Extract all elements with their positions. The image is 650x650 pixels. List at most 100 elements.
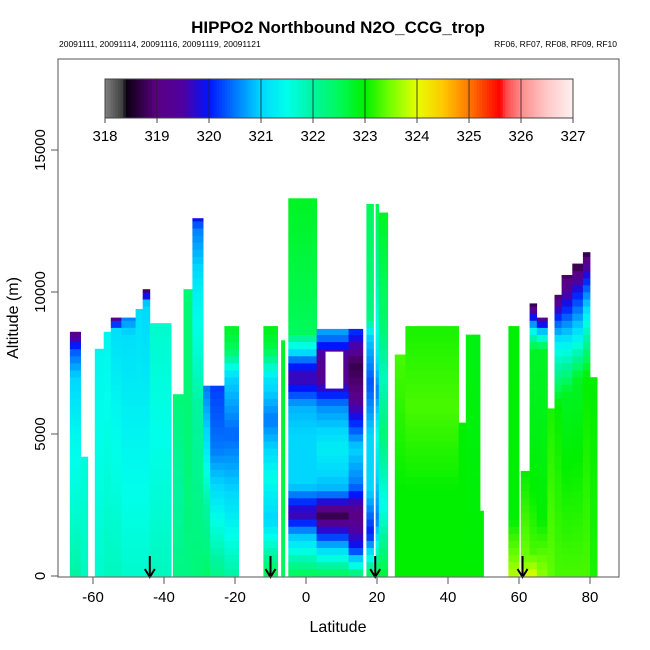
data-cell: [394, 505, 406, 513]
colorbar-swatch: [440, 79, 444, 118]
data-cell: [94, 412, 105, 421]
data-cell: [378, 505, 389, 513]
data-cell: [554, 384, 562, 392]
data-cell: [288, 505, 318, 513]
data-cell: [394, 540, 406, 548]
data-cell: [103, 412, 112, 421]
colorbar-tick-label: 326: [508, 128, 533, 145]
data-cell: [121, 497, 136, 506]
data-cell: [110, 547, 122, 556]
data-cell: [572, 469, 584, 477]
data-column: [465, 334, 481, 577]
data-cell: [366, 519, 374, 527]
colorbar-swatch: [341, 79, 345, 118]
colorbar-swatch: [245, 79, 249, 118]
data-cell: [69, 568, 81, 577]
colorbar-swatch: [448, 79, 452, 118]
data-cell: [582, 469, 591, 477]
data-cell: [561, 275, 573, 279]
data-cell: [103, 334, 112, 343]
data-cell: [508, 419, 520, 428]
data-cell: [288, 355, 318, 364]
data-cell: [183, 441, 193, 449]
data-cell: [582, 419, 591, 428]
data-column: [80, 456, 89, 577]
data-cell: [288, 221, 318, 229]
data-cell: [405, 540, 459, 548]
data-cell: [366, 547, 374, 556]
data-cell: [316, 405, 349, 414]
data-cell: [561, 348, 573, 357]
data-cell: [149, 455, 172, 463]
colorbar-swatch: [398, 79, 402, 118]
colorbar-swatch: [185, 79, 189, 118]
data-cell: [375, 561, 380, 570]
data-cell: [394, 547, 406, 556]
data-cell: [366, 398, 374, 406]
data-cell: [149, 547, 172, 556]
data-cell: [210, 419, 225, 428]
colorbar-swatch: [183, 79, 187, 118]
data-cell: [366, 533, 374, 541]
data-cell: [405, 561, 459, 570]
colorbar-swatch: [370, 79, 374, 118]
data-cell: [394, 497, 406, 506]
data-cell: [121, 327, 136, 335]
data-cell: [458, 441, 467, 449]
data-column: [366, 204, 374, 577]
colorbar-swatch: [463, 79, 467, 118]
data-cell: [149, 355, 172, 364]
data-cell: [582, 348, 591, 357]
data-cell: [110, 448, 122, 456]
colorbar-swatch: [479, 79, 483, 118]
colorbar-swatch: [422, 79, 426, 118]
colorbar-swatch: [198, 79, 202, 118]
data-cell: [465, 384, 481, 392]
data-cell: [224, 434, 239, 442]
data-cell: [263, 326, 278, 328]
data-cell: [465, 426, 481, 435]
data-cell: [348, 398, 364, 406]
data-cell: [288, 434, 318, 442]
data-cell: [110, 561, 122, 570]
data-cell: [405, 526, 459, 534]
colorbar-swatch: [474, 79, 478, 118]
data-column: [288, 198, 318, 577]
data-cell: [110, 334, 122, 343]
data-cell: [405, 497, 459, 506]
data-cell: [590, 512, 598, 520]
data-cell: [465, 348, 481, 357]
data-cell: [375, 263, 380, 272]
data-cell: [192, 568, 204, 577]
data-cell: [192, 363, 204, 371]
data-cell: [103, 561, 112, 570]
data-cell: [263, 355, 278, 364]
data-cell: [458, 490, 467, 499]
data-cell: [348, 370, 364, 378]
data-cell: [536, 505, 548, 513]
data-cell: [69, 441, 81, 449]
data-cell: [366, 204, 374, 208]
data-cell: [458, 554, 467, 563]
data-cell: [572, 434, 584, 442]
data-cell: [224, 398, 239, 406]
data-cell: [547, 568, 555, 577]
colorbar-swatch: [432, 79, 436, 118]
data-cell: [378, 476, 389, 485]
data-cell: [508, 348, 520, 357]
data-cell: [554, 526, 562, 534]
data-cell: [405, 490, 459, 499]
data-cell: [529, 363, 538, 371]
data-cell: [316, 568, 349, 577]
data-cell: [582, 306, 591, 314]
data-cell: [465, 476, 481, 485]
data-cell: [554, 455, 562, 463]
data-cell: [149, 348, 172, 357]
data-cell: [536, 547, 548, 556]
data-cell: [192, 405, 204, 414]
data-cell: [572, 320, 584, 328]
data-cell: [572, 519, 584, 527]
data-cell: [582, 355, 591, 364]
data-cell: [263, 419, 278, 428]
